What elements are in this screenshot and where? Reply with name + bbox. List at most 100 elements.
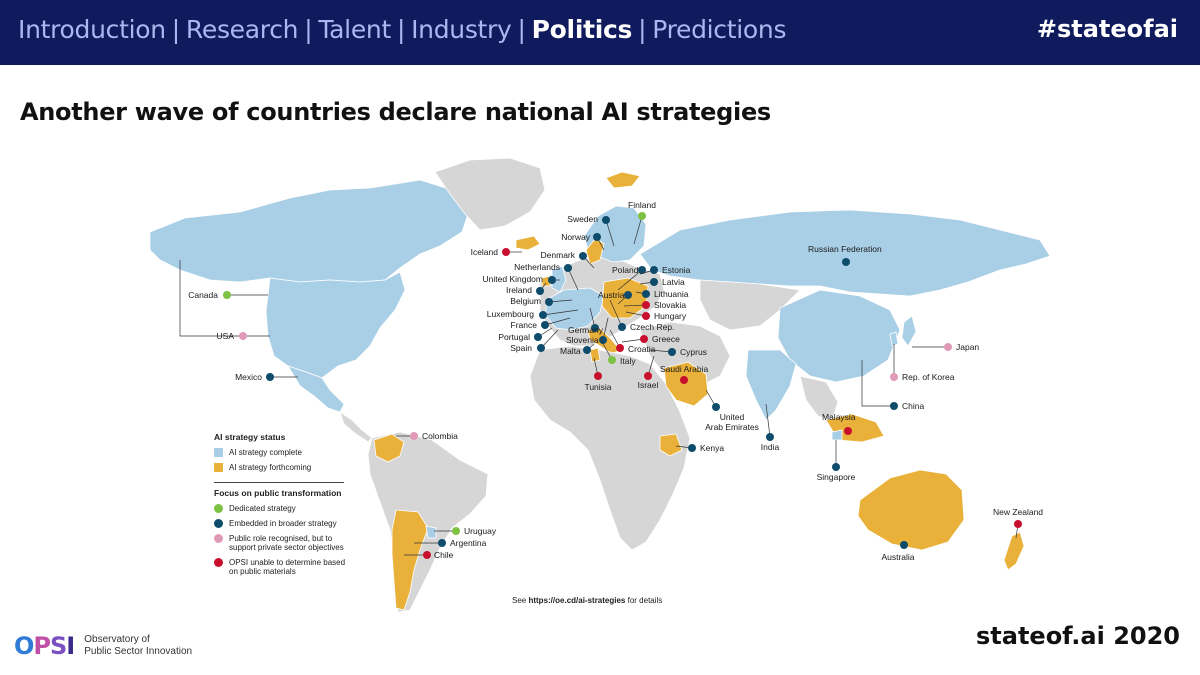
- marker-israel: [644, 372, 652, 380]
- country-label-denmark: Denmark: [541, 250, 576, 260]
- leader-line-czech-rep: [609, 299, 623, 328]
- marker-china: [890, 402, 898, 410]
- nav-separator: |: [171, 15, 180, 44]
- land-usa: [265, 271, 406, 379]
- marker-chile: [423, 551, 431, 559]
- leader-line-italy: [599, 337, 613, 361]
- marker-germany: [591, 324, 599, 332]
- marker-united-kingdom: [548, 276, 556, 284]
- legend-dot-dedicated: [214, 504, 223, 513]
- country-label-saudi-arabia: Saudi Arabia: [660, 364, 708, 374]
- marker-estonia: [650, 266, 658, 274]
- leader-line-poland: [617, 269, 643, 291]
- leader-line-usa: [179, 260, 243, 337]
- details-suffix: for details: [625, 596, 663, 605]
- nav-item-politics[interactable]: Politics: [531, 15, 633, 44]
- land-africa: [529, 345, 691, 551]
- country-label-croatia: Croatia: [628, 344, 656, 354]
- country-label-iceland: Iceland: [471, 247, 499, 257]
- marker-colombia: [410, 432, 418, 440]
- country-label-malta: Malta: [560, 346, 581, 356]
- marker-croatia: [616, 344, 624, 352]
- legend-dot-unable: [214, 558, 223, 567]
- marker-portugal: [534, 333, 542, 341]
- legend-focus-title: Focus on public transformation: [214, 488, 342, 498]
- marker-latvia: [650, 278, 658, 286]
- land-uruguay: [425, 525, 437, 539]
- legend-label-complete: AI strategy complete: [229, 448, 302, 457]
- marker-sweden: [602, 216, 610, 224]
- land-greenland: [434, 157, 546, 231]
- nav-separator: |: [638, 15, 647, 44]
- marker-rep-of-korea: [890, 373, 898, 381]
- country-label-finland: Finland: [628, 200, 656, 210]
- nav-item-industry[interactable]: Industry: [411, 15, 512, 44]
- country-label-usa: USA: [217, 331, 235, 341]
- country-label-netherlands: Netherlands: [514, 262, 560, 272]
- marker-hungary: [642, 312, 650, 320]
- land-saudi-arabia: [663, 361, 709, 407]
- land-norway-coast: [585, 237, 605, 265]
- details-link[interactable]: https://oe.cd/ai-strategies: [528, 596, 626, 605]
- nav-item-predictions[interactable]: Predictions: [652, 15, 787, 44]
- opsi-logo: OPSI: [14, 632, 75, 660]
- legend-swatch-forthcoming: [214, 463, 223, 472]
- country-label-united-arab-emirates: United Arab Emirates: [705, 412, 759, 432]
- marker-canada: [223, 291, 231, 299]
- land-iceland: [515, 235, 541, 251]
- country-label-china: China: [902, 401, 924, 411]
- nav-item-research[interactable]: Research: [185, 15, 299, 44]
- land-new-zealand: [1003, 531, 1025, 571]
- nav-item-introduction[interactable]: Introduction: [18, 15, 166, 44]
- country-label-slovakia: Slovakia: [654, 300, 686, 310]
- country-label-israel: Israel: [638, 380, 659, 390]
- country-label-india: India: [761, 442, 780, 452]
- country-label-rep-of-korea: Rep. of Korea: [902, 372, 955, 382]
- country-label-colombia: Colombia: [422, 431, 458, 441]
- header-bar: Introduction | Research | Talent | Industry | Po…: [0, 0, 1200, 65]
- legend-swatch-complete: [214, 448, 223, 457]
- country-label-belgium: Belgium: [510, 296, 541, 306]
- marker-norway: [593, 233, 601, 241]
- country-label-greece: Greece: [652, 334, 680, 344]
- marker-czech-rep: [618, 323, 626, 331]
- country-label-luxembourg: Luxembourg: [487, 309, 535, 319]
- legend-row-unable: OPSI unable to determine based on public…: [214, 558, 354, 576]
- marker-united-arab-emirates: [712, 403, 720, 411]
- land-tunisia: [589, 347, 601, 363]
- land-canada: [149, 179, 471, 283]
- country-label-sweden: Sweden: [567, 214, 598, 224]
- leader-line-luxembourg: [542, 309, 579, 316]
- country-label-russian-federation: Russian Federation: [808, 244, 882, 254]
- legend-row-private: Public role recognised, but to support p…: [214, 534, 354, 552]
- marker-argentina: [438, 539, 446, 547]
- country-label-uruguay: Uruguay: [464, 526, 497, 536]
- land-ireland: [541, 275, 551, 287]
- marker-luxembourg: [539, 311, 547, 319]
- country-label-tunisia: Tunisia: [584, 382, 611, 392]
- country-label-united-kingdom: United Kingdom: [483, 274, 543, 284]
- details-note: See https://oe.cd/ai-strategies for deta…: [512, 596, 662, 605]
- land-middle-east: [639, 321, 731, 389]
- country-label-japan: Japan: [956, 342, 979, 352]
- country-label-australia: Australia: [881, 552, 914, 562]
- marker-saudi-arabia: [680, 376, 688, 384]
- marker-singapore: [832, 463, 840, 471]
- marker-mexico: [266, 373, 274, 381]
- section-nav: Introduction | Research | Talent | Industry | Po…: [18, 15, 786, 44]
- land-mexico: [287, 365, 345, 413]
- landmasses: [149, 157, 1051, 613]
- marker-malta: [583, 346, 591, 354]
- legend-row-dedicated: Dedicated strategy: [214, 504, 354, 513]
- nav-item-talent[interactable]: Talent: [318, 15, 391, 44]
- slide-title: Another wave of countries declare nation…: [20, 98, 771, 126]
- legend-dot-embedded: [214, 519, 223, 528]
- marker-india: [766, 433, 774, 441]
- land-singapore-region: [831, 429, 843, 441]
- land-korea: [889, 331, 899, 347]
- country-label-spain: Spain: [510, 343, 532, 353]
- country-label-argentina: Argentina: [450, 538, 487, 548]
- marker-spain: [537, 344, 545, 352]
- land-central-asia: [699, 279, 801, 331]
- country-label-italy: Italy: [620, 356, 636, 366]
